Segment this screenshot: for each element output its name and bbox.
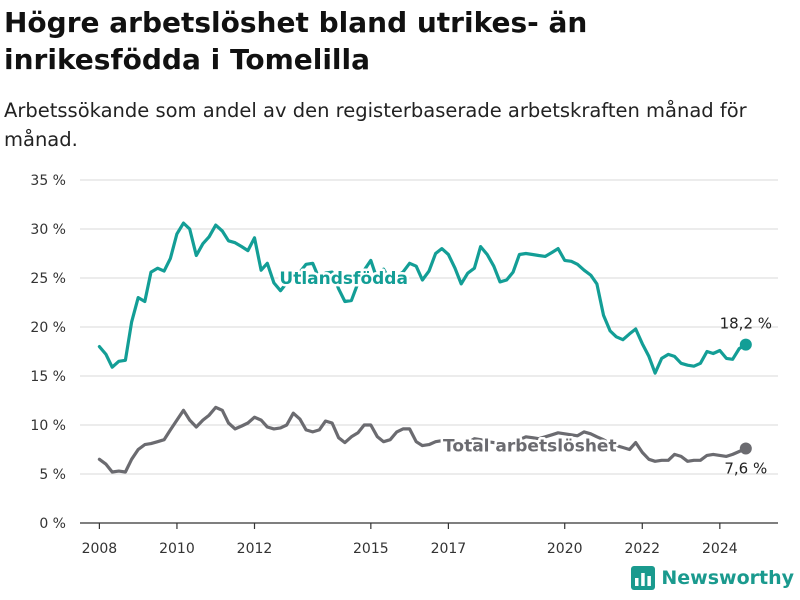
x-tick-label: 2017 bbox=[431, 541, 467, 557]
series-label-utlandsfodda: Utlandsfödda bbox=[279, 269, 408, 289]
chart-title: Högre arbetslöshet bland utrikes- än inr… bbox=[4, 6, 588, 76]
brand-name: Newsworthy bbox=[661, 567, 794, 589]
y-tick-label: 0 % bbox=[39, 516, 66, 532]
y-tick-label: 10 % bbox=[30, 418, 66, 434]
x-tick-label: 2024 bbox=[702, 541, 738, 557]
y-tick-label: 30 % bbox=[30, 222, 66, 238]
series-lines bbox=[97, 221, 752, 474]
x-tick-label: 2022 bbox=[624, 541, 660, 557]
grid-lines bbox=[80, 179, 778, 524]
y-tick-label: 15 % bbox=[30, 369, 66, 385]
x-tick-label: 2008 bbox=[82, 541, 118, 557]
brand-logo[interactable]: Newsworthy bbox=[631, 566, 794, 590]
series-line-total-arbetsloshet bbox=[97, 405, 748, 474]
x-tick-label: 2012 bbox=[237, 541, 273, 557]
last-value-label-total-arbetsloshet: 7,6 % bbox=[724, 460, 767, 478]
end-point-marker-total-arbetsloshet bbox=[739, 442, 752, 455]
series-labels: Utlandsfödda Total arbetslöshet 18,2 % 7… bbox=[277, 266, 772, 478]
chart-subtitle: Arbetssökande som andel av den registerb… bbox=[4, 99, 747, 151]
y-tick-label: 5 % bbox=[39, 467, 66, 483]
series-label-total-arbetsloshet: Total arbetslöshet bbox=[443, 436, 617, 456]
y-tick-label: 35 % bbox=[30, 173, 66, 189]
y-axis: 0 % 5 % 10 % 15 % 20 % 25 % 30 % 35 % bbox=[30, 173, 66, 532]
x-tick-label: 2015 bbox=[353, 541, 389, 557]
series-line-utlandsfodda bbox=[97, 221, 748, 375]
x-axis: 2008 2010 2012 2015 2017 2020 2022 2024 bbox=[82, 523, 738, 557]
last-value-label-utlandsfodda: 18,2 % bbox=[720, 315, 772, 333]
bar-chart-logo-icon bbox=[631, 566, 656, 590]
y-tick-label: 25 % bbox=[30, 271, 66, 287]
x-tick-label: 2020 bbox=[547, 541, 583, 557]
x-tick-label: 2010 bbox=[159, 541, 195, 557]
y-tick-label: 20 % bbox=[30, 320, 66, 336]
end-point-marker-utlandsfodda bbox=[739, 338, 752, 351]
